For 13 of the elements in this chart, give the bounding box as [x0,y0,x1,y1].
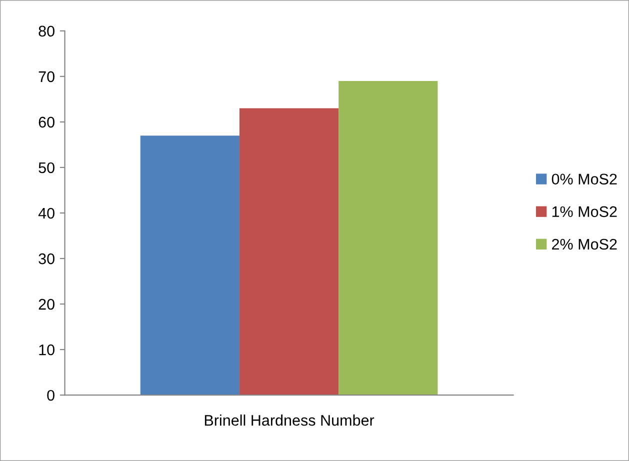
legend-label: 0% MoS2 [552,174,617,185]
y-tick-label: 70 [38,71,54,82]
y-tick-label: 40 [38,208,54,219]
y-tick-label: 10 [39,344,54,356]
legend-label: 2% MoS2 [552,238,617,250]
y-tick-label: 80 [38,26,54,37]
x-tick-label: Brinell Hardness Number [204,414,374,426]
y-tick-label: 50 [38,162,54,174]
y-tick-label: 60 [38,116,54,128]
y-tick-label: 20 [38,298,54,310]
y-tick-label: 30 [38,253,54,264]
legend-label: 1% MoS2 [552,206,617,218]
y-tick-label: 0 [47,390,54,401]
